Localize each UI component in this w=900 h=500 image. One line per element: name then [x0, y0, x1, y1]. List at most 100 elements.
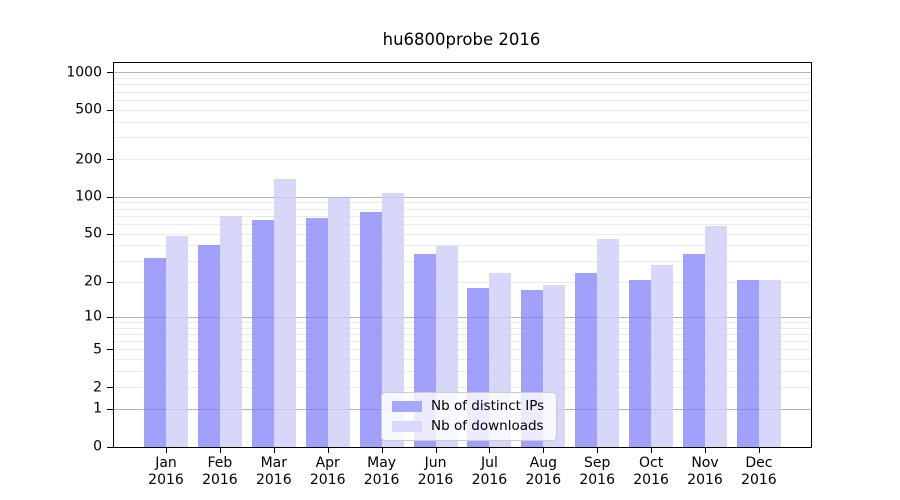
plot-area: 0 1 2 5 10 20 50 100 200 500 1000 Jan 2016 Feb 2016 Ma… [66, 62, 812, 488]
x-label-sep: Sep 2016 [579, 455, 615, 488]
y-tick-0 [107, 446, 114, 448]
bar-downloads-mar [273, 179, 296, 447]
bar-ips-oct [629, 279, 652, 447]
bar-downloads-may [381, 192, 404, 447]
bar-downloads-apr [327, 198, 350, 447]
x-label-jun: Jun 2016 [417, 455, 454, 488]
x-label-nov: Nov 2016 [687, 455, 723, 488]
x-tick-aug [543, 447, 545, 453]
bar-ips-nov [683, 254, 705, 447]
gridline-minor-400 [114, 121, 811, 123]
legend: Nb of distinct IPs Nb of downloads [381, 392, 558, 441]
bar-downloads-nov [705, 226, 727, 447]
y-label-0: 0 [93, 438, 102, 455]
gridline-major-10 [114, 316, 811, 318]
bar-downloads-feb [219, 216, 242, 447]
gridline-minor-900 [114, 78, 811, 80]
gridline-minor-30 [114, 260, 811, 262]
y-tick-1000 [107, 72, 114, 74]
y-tick-50 [107, 233, 114, 235]
gridline-minor-800 [114, 84, 811, 86]
y-tick-200 [107, 159, 114, 161]
gridline-minor-50 [114, 233, 811, 235]
y-label-500: 500 [75, 102, 102, 119]
bar-ips-feb [197, 244, 220, 447]
x-tick-dec [758, 447, 760, 453]
gridline-minor-4 [114, 359, 811, 361]
legend-row-ips: Nb of distinct IPs [392, 398, 545, 414]
y-tick-100 [107, 196, 114, 198]
y-label-10: 10 [84, 308, 102, 325]
bar-ips-dec [736, 279, 759, 447]
x-tick-nov [705, 447, 706, 453]
y-tick-2 [107, 387, 114, 388]
legend-row-downloads: Nb of downloads [392, 417, 544, 434]
bar-ips-mar [251, 220, 274, 447]
y-tick-20 [107, 281, 114, 283]
x-tick-jul [489, 447, 491, 453]
y-tick-5 [107, 349, 114, 351]
gridline-major-100 [114, 196, 811, 198]
x-tick-feb [219, 447, 221, 453]
bar-ips-sep [575, 272, 598, 447]
bar-downloads-oct [651, 264, 674, 447]
gridline-minor-40 [114, 245, 811, 247]
x-tick-mar [273, 447, 275, 453]
gridline-minor-9 [114, 321, 811, 323]
bar-ips-jan [144, 257, 166, 447]
y-tick-1 [107, 408, 114, 410]
gridline-major-1000 [114, 72, 811, 74]
gridline-minor-80 [114, 208, 811, 210]
y-tick-10 [107, 316, 114, 318]
bar-downloads-sep [597, 238, 620, 447]
y-label-20: 20 [84, 273, 102, 290]
gridline-minor-20 [114, 281, 811, 283]
y-label-200: 200 [75, 151, 102, 168]
x-label-dec: Dec 2016 [741, 455, 777, 488]
x-label-apr: Apr 2016 [309, 455, 346, 488]
gridline-minor-7 [114, 333, 811, 335]
x-tick-jan [166, 447, 167, 453]
x-label-may: May 2016 [363, 455, 400, 488]
y-label-2: 2 [93, 379, 102, 396]
bar-downloads-dec [758, 279, 781, 447]
y-label-100: 100 [75, 188, 102, 205]
legend-label-ips: Nb of distinct IPs [431, 398, 545, 414]
chart-title: hu6800probe 2016 [382, 30, 541, 49]
x-tick-apr [327, 447, 329, 453]
y-label-50: 50 [84, 225, 102, 242]
gridline-minor-90 [114, 202, 811, 204]
gridline-minor-200 [114, 159, 811, 161]
gridline-minor-300 [114, 137, 811, 139]
x-label-mar: Mar 2016 [255, 455, 292, 488]
bar-downloads-jan [166, 236, 188, 447]
gridline-minor-600 [114, 100, 811, 101]
x-label-feb: Feb 2016 [202, 455, 238, 488]
gridline-minor-700 [114, 91, 811, 93]
bar-ips-apr [305, 217, 328, 447]
gridline-minor-8 [114, 327, 811, 329]
x-label-aug: Aug 2016 [525, 455, 562, 488]
gridline-minor-60 [114, 223, 811, 225]
x-label-oct: Oct 2016 [633, 455, 669, 488]
gridline-minor-5 [114, 349, 811, 351]
x-label-jul: Jul 2016 [471, 455, 508, 488]
x-label-jan: Jan 2016 [148, 455, 184, 488]
gridline-minor-2 [114, 387, 811, 389]
y-label-1: 1 [93, 401, 102, 418]
y-label-5: 5 [93, 341, 102, 358]
bar-ips-may [359, 212, 382, 447]
x-tick-sep [597, 447, 599, 453]
x-tick-oct [651, 447, 653, 453]
gridline-minor-500 [114, 109, 811, 111]
gridline-minor-70 [114, 215, 811, 217]
gridline-minor-3 [114, 371, 811, 373]
y-label-1000: 1000 [66, 64, 102, 81]
y-tick-500 [107, 109, 114, 111]
legend-swatch-ips [392, 401, 422, 413]
legend-swatch-downloads [392, 420, 422, 432]
legend-label-downloads: Nb of downloads [431, 417, 544, 434]
gridline-minor-6 [114, 341, 811, 343]
x-tick-may [381, 447, 383, 453]
